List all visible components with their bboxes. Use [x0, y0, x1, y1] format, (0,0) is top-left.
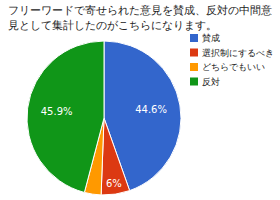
- pie-slice: [27, 41, 104, 192]
- legend-swatch: [190, 49, 198, 57]
- chart: 44.6% 6% 45.9% 賛成選択制にするべきどちらでもいい反対: [0, 0, 280, 200]
- legend-label: 賛成: [202, 33, 220, 43]
- chart-title: フリーワードで寄せられた意見を賛成、反対の中間意見として集計したのがこちらになり…: [8, 3, 274, 33]
- data-label: 45.9%: [41, 106, 73, 117]
- data-labels: 44.6% 6% 45.9%: [41, 104, 167, 189]
- legend-label: どちらでもいい: [202, 62, 265, 72]
- legend-swatch: [190, 78, 198, 86]
- legend-swatch: [190, 34, 198, 42]
- data-label: 6%: [106, 178, 122, 189]
- pie-slice: [101, 118, 130, 195]
- legend-swatch: [190, 63, 198, 71]
- legend-label: 反対: [202, 77, 220, 87]
- pie: [27, 41, 181, 195]
- data-label: 44.6%: [135, 104, 167, 115]
- legend: 賛成選択制にするべきどちらでもいい反対: [190, 33, 274, 87]
- legend-label: 選択制にするべき: [202, 48, 274, 58]
